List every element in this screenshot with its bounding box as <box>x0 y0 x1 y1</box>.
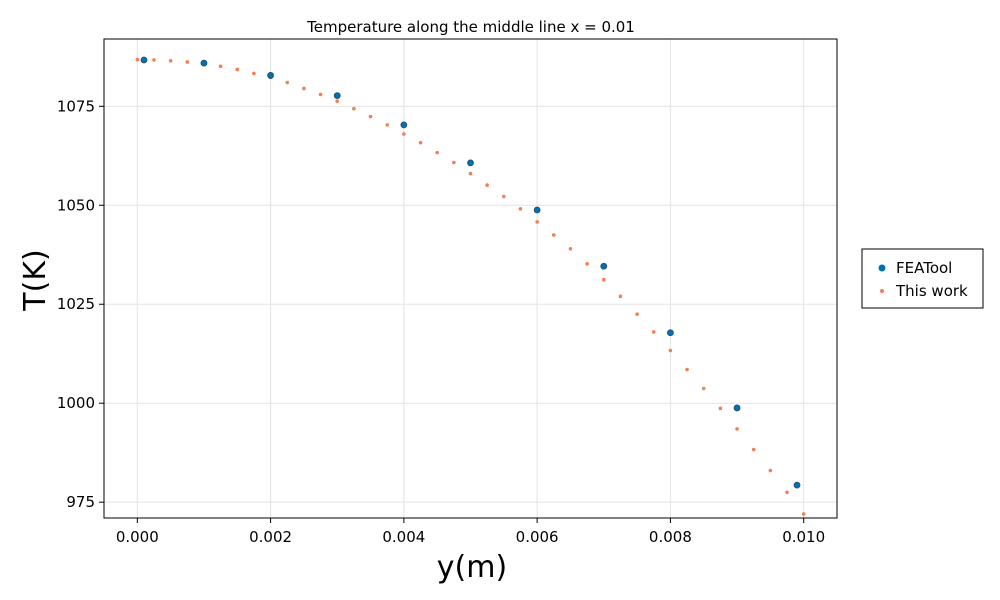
data-point-this-work <box>335 99 340 103</box>
data-point-this-work <box>318 92 323 97</box>
y-tick-label: 1000 <box>57 394 95 412</box>
data-point-this-work <box>485 183 489 187</box>
data-point-this-work <box>635 312 639 316</box>
data-point-featool <box>267 72 274 79</box>
data-point-this-work <box>768 468 773 473</box>
data-point-this-work <box>135 57 140 62</box>
x-axis-title: y(m) <box>437 550 507 585</box>
data-point-featool <box>667 329 674 337</box>
y-tick-label: 975 <box>66 493 95 511</box>
data-point-featool <box>140 56 148 64</box>
data-series <box>135 56 806 516</box>
data-point-this-work <box>718 406 723 411</box>
y-tick-label: 1050 <box>57 196 95 214</box>
plot-frame <box>103 38 838 519</box>
data-point-this-work <box>468 171 473 176</box>
data-point-this-work <box>218 64 223 69</box>
data-point-this-work <box>618 294 623 299</box>
data-point-featool <box>467 159 474 167</box>
data-point-this-work <box>285 80 290 85</box>
grid-lines <box>104 39 837 518</box>
chart-title: Temperature along the middle line x = 0.… <box>306 18 635 36</box>
x-tick-label: 0.008 <box>649 528 692 546</box>
data-point-this-work <box>385 123 390 127</box>
y-axis-title: T(K) <box>18 249 53 311</box>
data-point-this-work <box>352 106 356 111</box>
data-point-featool <box>733 404 741 412</box>
data-point-this-work <box>668 348 673 353</box>
data-point-this-work <box>735 427 739 431</box>
y-tick-label: 1075 <box>57 97 95 115</box>
data-point-this-work <box>418 140 423 145</box>
data-point-this-work <box>801 512 806 516</box>
data-point-featool <box>200 59 208 67</box>
x-tick-label: 0.004 <box>382 528 425 546</box>
x-tick-label: 0.010 <box>782 528 825 546</box>
data-point-this-work <box>252 71 256 76</box>
data-point-featool <box>333 92 341 100</box>
data-point-this-work <box>551 233 556 237</box>
data-point-featool <box>533 206 541 214</box>
data-point-this-work <box>685 367 689 372</box>
data-point-this-work <box>518 207 523 211</box>
legend: FEATool This work <box>861 248 984 309</box>
data-point-featool <box>600 262 608 270</box>
y-tick-label: 1025 <box>57 295 95 313</box>
data-point-this-work <box>168 58 173 63</box>
data-point-this-work <box>185 60 190 64</box>
data-point-this-work <box>568 247 573 251</box>
data-point-featool <box>400 121 408 129</box>
x-tick-label: 0.002 <box>249 528 292 546</box>
data-point-this-work <box>601 277 606 282</box>
data-point-featool <box>793 481 801 489</box>
data-point-this-work <box>452 160 456 165</box>
data-point-this-work <box>402 132 406 136</box>
x-tick-label: 0.006 <box>516 528 559 546</box>
legend-label-featool: FEATool <box>896 259 952 277</box>
data-point-this-work <box>302 86 306 91</box>
legend-marker-featool <box>878 264 886 272</box>
legend-label-this-work: This work <box>895 282 968 300</box>
axis-ticks: 0.000 0.002 0.004 0.006 0.008 0.010 975 1000 102… <box>57 97 825 546</box>
data-point-this-work <box>535 220 539 224</box>
data-point-this-work <box>502 194 506 199</box>
data-point-this-work <box>435 150 439 155</box>
legend-marker-this-work <box>880 289 884 293</box>
data-point-this-work <box>785 490 789 495</box>
data-point-this-work <box>585 262 589 266</box>
data-point-this-work <box>152 58 156 62</box>
data-point-this-work <box>701 386 706 391</box>
data-point-this-work <box>368 114 373 119</box>
x-tick-label: 0.000 <box>116 528 159 546</box>
data-point-this-work <box>651 330 656 334</box>
data-point-this-work <box>235 67 240 72</box>
legend-box <box>861 248 984 309</box>
data-point-this-work <box>751 447 756 452</box>
